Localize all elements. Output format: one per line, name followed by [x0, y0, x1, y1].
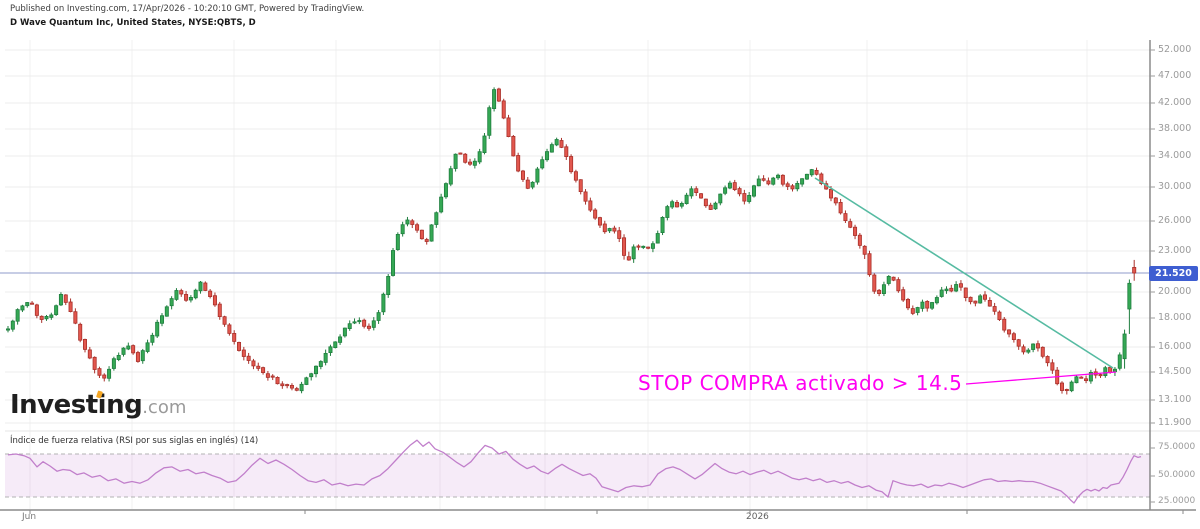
price-axis-label: 52.000 [1158, 44, 1192, 55]
investing-watermark-logo: Investing.com [10, 390, 186, 420]
price-axis-label: 26.000 [1158, 215, 1192, 226]
price-axis-label: 13.100 [1158, 394, 1192, 405]
price-axis-label: 16.000 [1158, 341, 1192, 352]
rsi-indicator-label[interactable]: Índice de fuerza relativa (RSI por sus s… [10, 436, 259, 446]
rsi-line [7, 439, 1142, 504]
rsi-panel [5, 439, 1150, 504]
price-axis-label: 18.000 [1158, 312, 1192, 323]
price-axis-label: 38.000 [1158, 123, 1192, 134]
watermark-brand-text: Investing [10, 390, 143, 420]
stop-compra-annotation[interactable]: STOP COMPRA activado > 14.5 [638, 371, 963, 395]
last-price-badge: 21.520 [1149, 265, 1198, 281]
price-axis-label: 30.000 [1158, 181, 1192, 192]
price-axis-label: 23.000 [1158, 245, 1192, 256]
price-axis-label: 47.000 [1158, 70, 1192, 81]
price-axis-label: 11.900 [1158, 417, 1192, 428]
published-line: Published on Investing.com, 17/Apr/2026 … [10, 4, 365, 14]
candles [6, 87, 1137, 395]
price-axis-label: 42.000 [1158, 97, 1192, 108]
instrument-title: D Wave Quantum Inc, United States, NYSE:… [10, 18, 256, 28]
rsi-axis-label: 50.0000 [1158, 470, 1196, 480]
gridlines [5, 40, 1200, 509]
annotation-pointer-line [965, 371, 1117, 385]
rsi-axis-label: 25.0000 [1158, 496, 1196, 506]
watermark-suffix-text: .com [142, 397, 187, 418]
price-axis-label: 14.500 [1158, 366, 1192, 377]
price-axis-label: 34.000 [1158, 150, 1192, 161]
time-axis-label-jun: Jun [22, 512, 37, 522]
time-axis-label-2026: 2026 [746, 512, 769, 522]
rsi-axis-label: 75.0000 [1158, 442, 1196, 452]
descending-trendline[interactable] [814, 177, 1114, 369]
price-axis-label: 20.000 [1158, 286, 1192, 297]
